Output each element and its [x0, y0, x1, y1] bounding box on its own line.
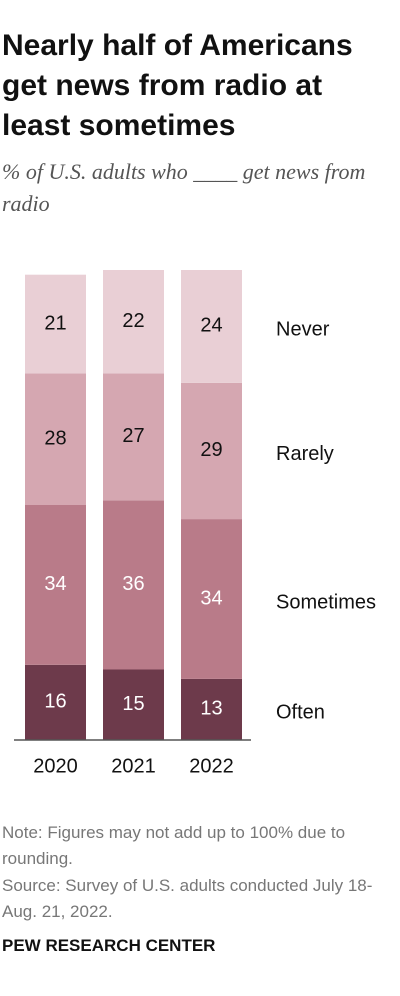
bar-segment — [181, 382, 242, 520]
chart: 16 34 28 21 2020 15 36 27 22 2021 13 34 29 24 2022 Ofte… — [14, 270, 376, 777]
chart-subtitle: % of U.S. adults who ____ get news from … — [2, 159, 366, 216]
x-tick-label: 2020 — [33, 755, 78, 777]
legend-label: Often — [276, 702, 325, 724]
legend-label: Never — [276, 319, 330, 341]
value-label: 29 — [200, 439, 222, 461]
bar-segment — [103, 373, 164, 501]
note: Note: Figures may not add up to 100% due… — [2, 823, 346, 868]
bar-segment — [181, 270, 242, 383]
value-label: 15 — [122, 693, 144, 715]
x-tick-label: 2021 — [111, 755, 156, 777]
value-label: 34 — [44, 573, 66, 595]
source: Source: Survey of U.S. adults conducted … — [2, 876, 373, 921]
value-label: 16 — [44, 691, 66, 713]
credit: PEW RESEARCH CENTER — [2, 936, 216, 955]
value-label: 13 — [200, 698, 222, 720]
value-label: 36 — [122, 573, 144, 595]
value-label: 24 — [200, 315, 222, 337]
bar-segment — [103, 669, 164, 740]
value-label: 34 — [200, 587, 222, 609]
bar-segment — [181, 519, 242, 679]
x-tick-label: 2022 — [189, 755, 234, 777]
legend-label: Sometimes — [276, 591, 376, 613]
value-label: 27 — [122, 425, 144, 447]
bar-segment — [103, 270, 164, 374]
bar-segment — [181, 678, 242, 740]
bar-segment — [25, 505, 86, 665]
bar-segment — [25, 274, 86, 374]
value-label: 21 — [44, 312, 66, 334]
legend-label: Rarely — [276, 443, 334, 465]
value-label: 22 — [122, 310, 144, 332]
value-label: 28 — [44, 427, 66, 449]
bar-segment — [25, 664, 86, 740]
bar-segment — [25, 373, 86, 505]
bar-segment — [103, 500, 164, 670]
chart-title: Nearly half of Americans get news from r… — [2, 29, 353, 142]
